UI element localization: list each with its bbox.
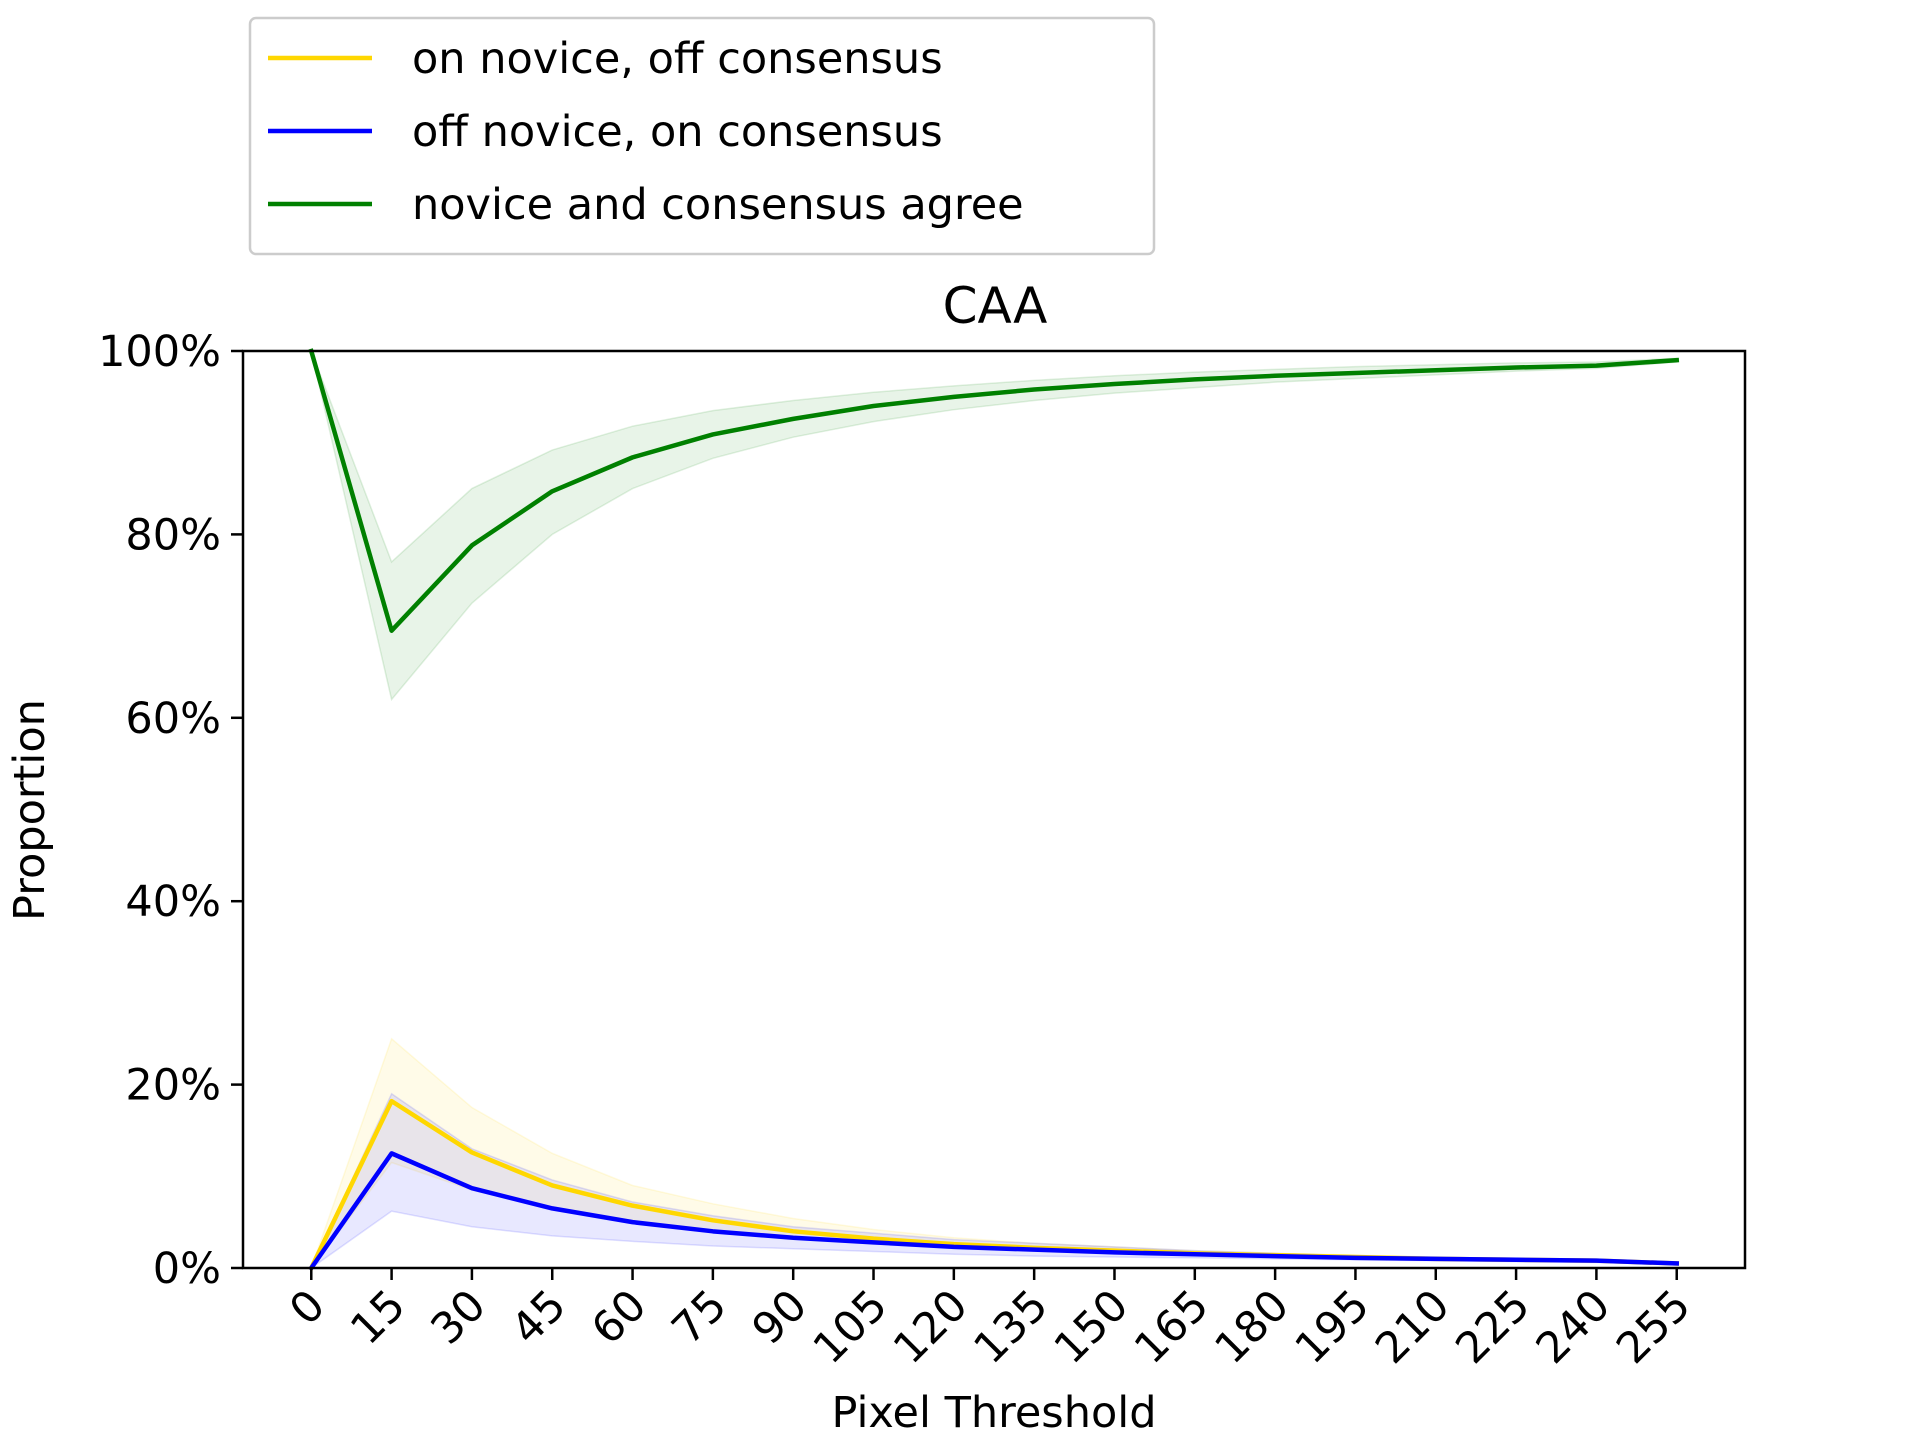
x-tick-label: 135	[965, 1280, 1058, 1373]
plot-frame	[241, 349, 1747, 1270]
y-tick-label: 80%	[125, 510, 221, 560]
legend-frame	[248, 16, 1156, 256]
x-tick-label: 240	[1527, 1280, 1620, 1373]
x-tick-label: 120	[884, 1280, 977, 1373]
legend: on novice, off consensus off novice, on c…	[248, 16, 1156, 256]
x-tick-label: 150	[1045, 1280, 1138, 1373]
series-band-2	[310, 350, 1678, 702]
x-tick-label: 225	[1446, 1280, 1539, 1373]
x-tick-label: 60	[582, 1280, 656, 1354]
x-tick-label: 255	[1607, 1280, 1700, 1373]
x-tick-label: 105	[804, 1280, 897, 1373]
y-tick-label: 20%	[125, 1061, 221, 1111]
y-axis-label: Proportion	[5, 699, 55, 921]
x-tick-label: 15	[341, 1280, 415, 1354]
x-tick-label: 210	[1366, 1280, 1459, 1373]
x-tick-label: 45	[502, 1280, 576, 1354]
legend-label-1: off novice, on consensus	[412, 107, 943, 157]
x-tick-label: 30	[422, 1280, 496, 1354]
chart-title: CAA	[943, 277, 1048, 335]
y-tick-label: 60%	[125, 694, 221, 744]
x-tick-label: 90	[743, 1280, 817, 1354]
series-line-2	[308, 348, 1680, 633]
x-tick-label: 195	[1286, 1280, 1379, 1373]
x-tick-label: 0	[280, 1280, 335, 1335]
series-lines	[308, 348, 1680, 1272]
x-tick-label: 75	[663, 1280, 737, 1354]
series-band-0	[310, 1037, 1678, 1269]
confidence-bands	[309, 350, 1678, 1271]
y-axis-ticks: 0% 20% 40% 60% 80% 100%	[98, 327, 243, 1294]
x-tick-label: 180	[1206, 1280, 1299, 1373]
legend-label-0: on novice, off consensus	[412, 34, 943, 84]
series-line-1	[308, 1151, 1680, 1272]
x-axis-label: Pixel Threshold	[831, 1388, 1156, 1438]
series-band-1	[309, 1092, 1678, 1271]
x-axis-ticks: 0 15 30 45 60 75 90105120135150165180195210225…	[280, 1268, 1701, 1374]
y-tick-label: 100%	[98, 327, 221, 377]
y-tick-label: 40%	[125, 877, 221, 927]
legend-label-2: novice and consensus agree	[412, 180, 1024, 230]
y-tick-label: 0%	[153, 1244, 221, 1294]
x-tick-label: 165	[1125, 1280, 1218, 1373]
